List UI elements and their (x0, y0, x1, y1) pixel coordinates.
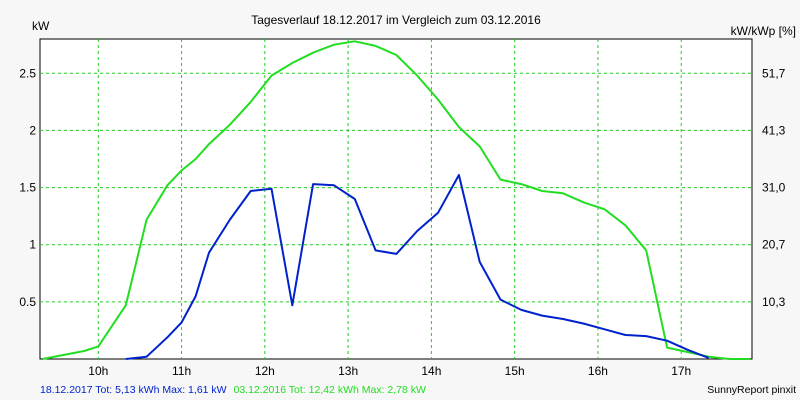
series-line-2 (125, 174, 710, 360)
y-tick-label-left: 0.5 (19, 295, 36, 309)
x-tick-label: 14h (421, 364, 441, 378)
y-tick-label-left: 1.5 (19, 181, 36, 195)
x-tick-label: 15h (505, 364, 525, 378)
y-tick-label-right: 10,3 (762, 295, 786, 309)
y-axis-label-left: kW (32, 19, 50, 33)
y-tick-label-right: 20,7 (762, 238, 786, 252)
x-tick-label: 17h (671, 364, 691, 378)
x-tick-label: 12h (255, 364, 275, 378)
series-line-1 (42, 40, 751, 360)
y-tick-label-right: 31,0 (762, 181, 786, 195)
series-layer (42, 40, 751, 360)
y-tick-label-left: 2.5 (19, 66, 36, 80)
x-tick-label: 13h (338, 364, 358, 378)
footer-credit: SunnyReport pinxit (707, 384, 796, 396)
y-tick-label-right: 51,7 (762, 66, 786, 80)
footer-legend: 18.12.2017 Tot: 5,13 kWh Max: 1,61 kW 03… (40, 384, 426, 396)
x-tick-label: 10h (88, 364, 108, 378)
x-tick-label: 11h (172, 364, 191, 378)
x-tick-label: 16h (588, 364, 608, 378)
chart-title: Tagesverlauf 18.12.2017 im Vergleich zum… (251, 13, 541, 27)
y-tick-label-left: 2 (29, 123, 36, 137)
footer-series-1: 18.12.2017 Tot: 5,13 kWh Max: 1,61 kW (40, 384, 227, 396)
y-axis-label-right: kW/kWp [%] (731, 24, 796, 38)
plot-area (39, 38, 753, 360)
footer-series-2: 03.12.2016 Tot: 12,42 kWh Max: 2,78 kW (234, 384, 427, 396)
axes: 10h 11h 12h 13h 14h 15h 16h 17h 0.5 1 1.5 2 2.5 10,3 2… (19, 66, 785, 378)
y-tick-label-right: 41,3 (762, 123, 786, 137)
y-tick-label-left: 1 (29, 238, 36, 252)
